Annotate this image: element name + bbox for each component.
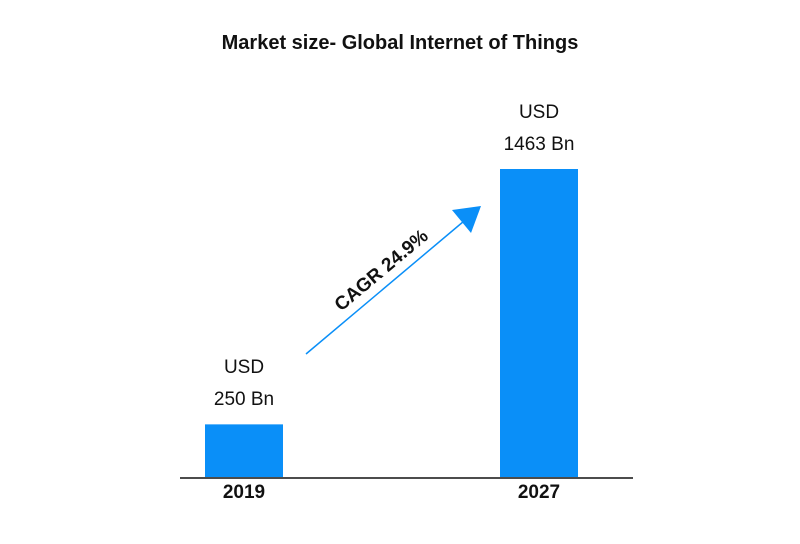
- x-tick-label: 2027: [517, 482, 561, 503]
- x-tick-label: 2019: [222, 482, 266, 503]
- chart-title: Market size- Global Internet of Things: [221, 32, 579, 54]
- arrow-head: [452, 206, 481, 233]
- bar: [205, 424, 283, 477]
- value-label: USD 1463 Bn: [503, 102, 575, 155]
- cagr-arrow: [305, 215, 471, 355]
- value-label: USD 250 Bn: [213, 357, 275, 411]
- bar: [500, 169, 578, 477]
